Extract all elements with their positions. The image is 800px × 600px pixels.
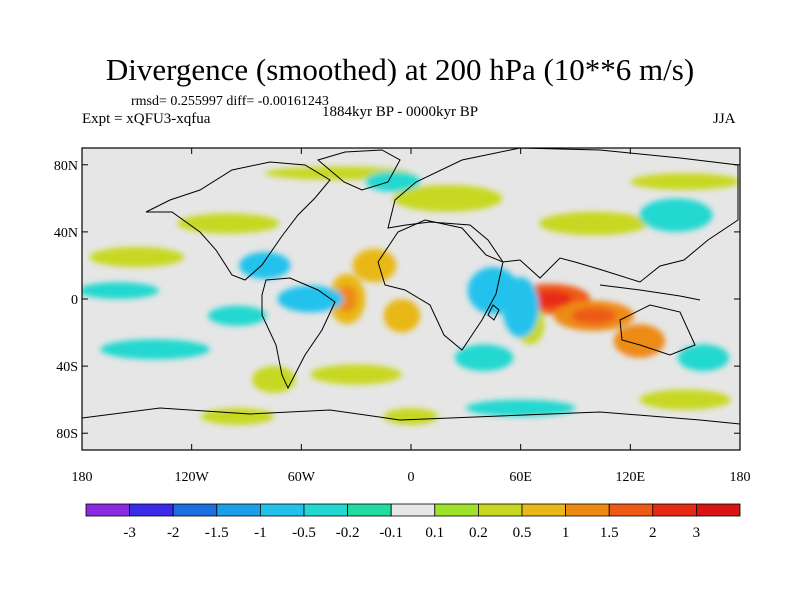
colorbar-swatch	[608, 503, 654, 517]
divergence-blob	[639, 389, 731, 410]
colorbar-label: -2	[167, 525, 180, 541]
y-axis: 80N 40N 0 40S 80S	[54, 159, 740, 442]
divergence-blob	[677, 344, 730, 372]
colorbar-label: -0.5	[292, 525, 316, 541]
divergence-blob	[239, 252, 291, 279]
divergence-core	[571, 307, 616, 325]
colorbar-label: -0.1	[379, 525, 403, 541]
x-tick-label: 120W	[175, 470, 210, 485]
colorbar-label: 0.1	[425, 525, 444, 541]
colorbar-swatch	[434, 503, 479, 517]
divergence-blob	[277, 285, 344, 313]
divergence-blob	[251, 366, 296, 393]
colorbar-swatch	[521, 503, 566, 517]
colorbar-swatch	[303, 503, 348, 517]
divergence-field	[82, 166, 740, 425]
divergence-core	[336, 285, 358, 313]
divergence-core	[527, 290, 573, 308]
divergence-blob	[465, 399, 576, 417]
colorbar-label: -1.5	[205, 525, 229, 541]
experiment-label: Expt = xQFU3-xqfua	[82, 111, 211, 127]
rmsd-diff-label: rmsd= 0.255997 diff= -0.00161243	[131, 94, 329, 109]
season-label: JJA	[713, 111, 736, 127]
colorbar-label: -3	[123, 525, 136, 541]
divergence-blob	[365, 171, 421, 192]
divergence-blob	[639, 198, 713, 232]
colorbar-label: 3	[693, 525, 701, 541]
x-tick-label: 60W	[288, 470, 316, 485]
colorbar-label: 1	[562, 525, 570, 541]
colorbar-swatch	[696, 503, 741, 517]
colorbar-swatch	[390, 503, 436, 517]
divergence-blob	[352, 248, 397, 283]
y-tick-label: 80S	[56, 427, 78, 442]
colorbar-swatch	[652, 503, 697, 517]
divergence-blob	[89, 246, 185, 268]
divergence-blob	[383, 408, 439, 425]
colorbar-label: 1.5	[600, 525, 619, 541]
divergence-blob	[310, 364, 402, 385]
colorbar-swatch	[477, 503, 523, 517]
colorbar-label: 0.5	[513, 525, 532, 541]
divergence-blob	[383, 299, 421, 333]
chart-title: Divergence (smoothed) at 200 hPa (10**6 …	[105, 52, 695, 87]
x-axis: 180 120W 60W 0 60E 120E 180	[72, 148, 751, 485]
colorbar-swatch	[216, 503, 261, 517]
colorbar-swatch	[129, 503, 174, 517]
coastlines	[82, 148, 740, 425]
colorbar-label: 2	[649, 525, 657, 541]
colorbar-label: 0.2	[469, 525, 488, 541]
divergence-blob	[538, 211, 649, 236]
divergence-blob	[630, 173, 740, 190]
period-label: 1884kyr BP - 0000kyr BP	[322, 104, 479, 120]
colorbar-swatch	[259, 503, 305, 517]
divergence-blob	[502, 277, 539, 338]
y-tick-label: 40S	[56, 360, 78, 375]
divergence-blob	[454, 344, 514, 372]
divergence-blob	[177, 213, 280, 234]
colorbar-swatch	[347, 503, 392, 517]
y-tick-label: 40N	[54, 226, 78, 241]
colorbar-swatch	[565, 503, 610, 517]
x-tick-label: 180	[72, 470, 93, 485]
divergence-blob	[208, 305, 267, 326]
colorbar-label: -1	[254, 525, 267, 541]
x-tick-label: 120E	[616, 470, 646, 485]
y-tick-label: 80N	[54, 159, 78, 174]
colorbar-swatch	[85, 503, 130, 517]
divergence-blob	[392, 184, 503, 212]
x-tick-label: 60E	[509, 470, 532, 485]
divergence-blob	[82, 282, 159, 299]
x-tick-label: 180	[730, 470, 751, 485]
y-tick-label: 0	[71, 293, 78, 308]
colorbar-swatch	[172, 503, 218, 517]
x-tick-label: 0	[408, 470, 415, 485]
colorbar-label: -0.2	[336, 525, 360, 541]
divergence-blob	[100, 339, 210, 360]
divergence-core	[625, 331, 654, 351]
